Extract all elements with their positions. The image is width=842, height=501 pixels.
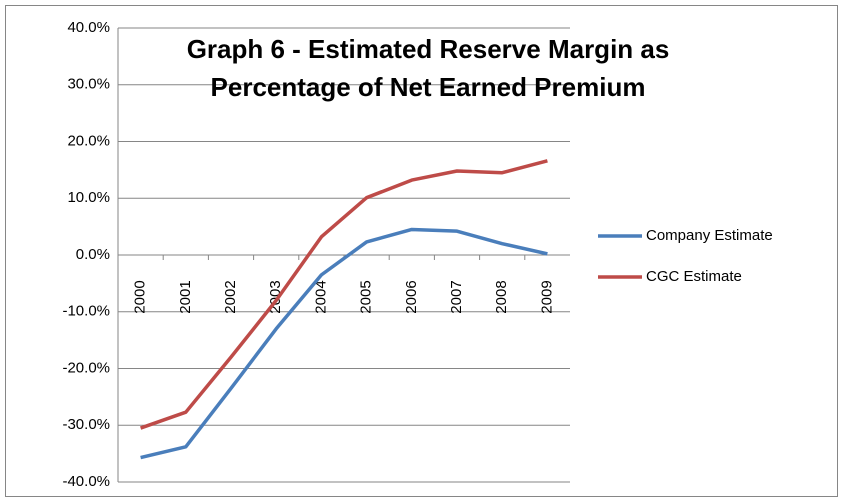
y-tick-label: -10.0% [62, 303, 110, 320]
y-tick-label: 20.0% [67, 132, 110, 149]
chart-border [5, 5, 838, 497]
y-tick-label: 40.0% [67, 19, 110, 36]
legend-label: Company Estimate [646, 227, 773, 244]
x-tick-label: 2007 [448, 280, 465, 313]
legend-label: CGC Estimate [646, 268, 742, 285]
chart-title: Graph 6 - Estimated Reserve Margin as Pe… [186, 34, 670, 102]
x-tick-label: 2005 [358, 280, 375, 313]
data-line [140, 227, 548, 460]
x-tick-label: 2009 [538, 280, 555, 313]
y-tick-label: 30.0% [67, 76, 110, 93]
x-tick-label: 2006 [403, 280, 420, 313]
x-tick-label: 2004 [312, 280, 329, 313]
y-tick-label: 0.0% [76, 246, 110, 263]
x-tick-label: 2008 [493, 280, 510, 313]
x-tick-label: 2002 [222, 280, 239, 313]
y-tick-label: -30.0% [62, 416, 110, 433]
y-tick-label: -40.0% [62, 473, 110, 490]
y-tick-label: -20.0% [62, 359, 110, 376]
y-tick-label: 10.0% [67, 189, 110, 206]
x-tick-label: 2000 [132, 280, 149, 313]
x-tick-label: 2001 [177, 280, 194, 313]
data-line [140, 159, 548, 430]
